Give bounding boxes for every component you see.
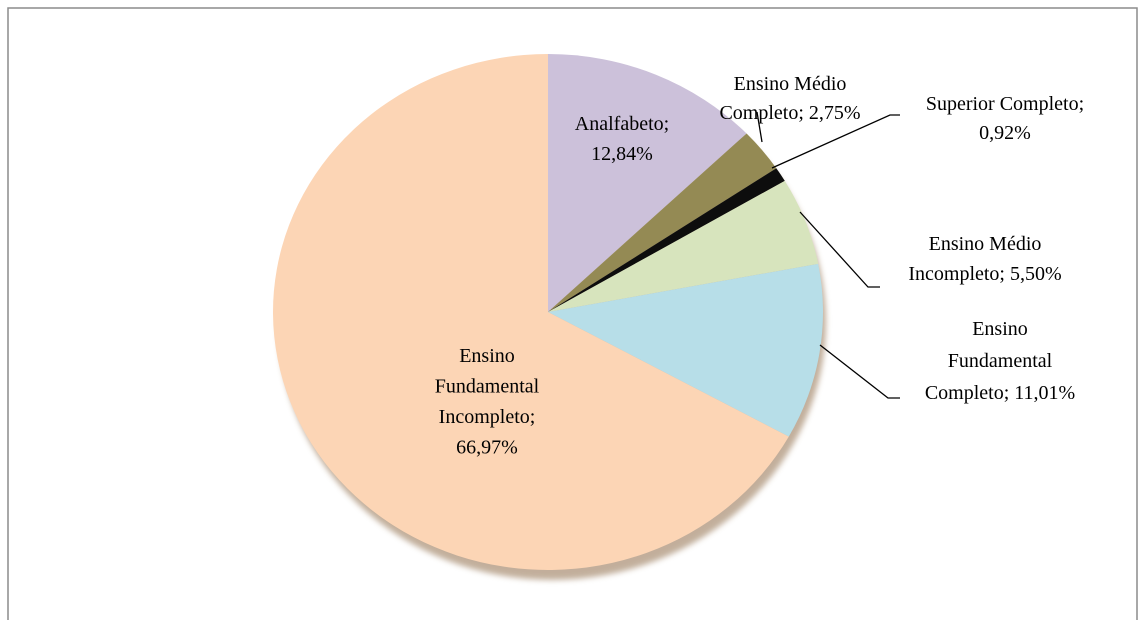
- data-label-line: 12,84%: [591, 143, 653, 165]
- data-label-line: 0,92%: [979, 122, 1031, 144]
- data-label-line: Fundamental: [435, 375, 540, 397]
- data-label-line: Completo; 11,01%: [925, 382, 1075, 404]
- data-label: Ensino Fundamental Completo; 11,01%: [925, 318, 1075, 404]
- pie-slice: [548, 263, 823, 437]
- data-label-line: Incompleto;: [439, 406, 536, 428]
- data-label-line: Fundamental: [948, 350, 1053, 372]
- data-label-line: Completo; 2,75%: [719, 102, 860, 124]
- data-label-line: Analfabeto;: [575, 113, 669, 135]
- data-label: Analfabeto; 12,84%: [575, 113, 669, 165]
- frame: [7, 7, 1138, 620]
- data-label-line: Ensino: [459, 345, 515, 367]
- data-label-line: Ensino Médio: [929, 233, 1042, 255]
- pie-slice: [548, 168, 785, 312]
- data-label-line: Incompleto; 5,50%: [908, 263, 1061, 285]
- leader-line: [799, 211, 880, 288]
- data-label: Superior Completo; 0,92%: [926, 93, 1084, 144]
- data-label-line: Superior Completo;: [926, 93, 1084, 115]
- data-label-line: 66,97%: [456, 436, 518, 458]
- data-label-line: Ensino Médio: [734, 73, 847, 95]
- data-label: Ensino Médio Incompleto; 5,50%: [908, 233, 1061, 285]
- leader-line: [771, 114, 900, 169]
- data-label: Ensino Fundamental Incompleto; 66,97%: [435, 345, 540, 459]
- pie-slice: [548, 133, 777, 312]
- pie-slice: [548, 54, 747, 312]
- data-label-line: Ensino: [972, 318, 1028, 340]
- leader-line: [819, 344, 900, 399]
- pie-slice: [273, 54, 789, 570]
- leader-line: [756, 111, 763, 143]
- pie-slice: [548, 180, 819, 312]
- data-label: Ensino Médio Completo; 2,75%: [719, 73, 860, 124]
